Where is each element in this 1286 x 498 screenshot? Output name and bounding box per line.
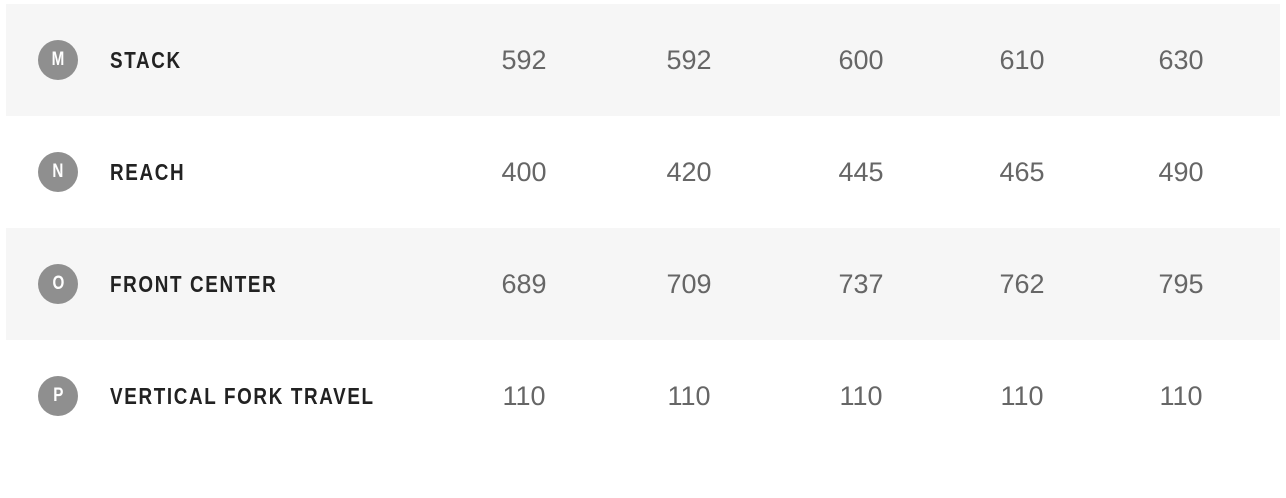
badge-letter: M xyxy=(51,49,65,70)
letter-badge: M xyxy=(38,40,78,80)
badge-letter: O xyxy=(52,273,64,294)
badge-letter: N xyxy=(52,161,64,182)
size-value: 110 xyxy=(1159,381,1203,411)
size-value: 630 xyxy=(1158,45,1204,75)
table-row: O FRONT CENTER 689 709 737 762 795 xyxy=(6,228,1280,340)
row-label: VERTICAL FORK TRAVEL xyxy=(110,383,375,409)
size-value: 610 xyxy=(999,45,1045,75)
size-value: 689 xyxy=(501,269,547,299)
row-label: FRONT CENTER xyxy=(110,271,278,297)
size-value: 795 xyxy=(1158,269,1204,299)
size-value: 110 xyxy=(839,381,883,411)
table-row: N REACH 400 420 445 465 490 xyxy=(6,116,1280,228)
size-value: 592 xyxy=(501,45,547,75)
size-value: 737 xyxy=(838,269,884,299)
size-value: 490 xyxy=(1158,157,1204,187)
table-row: P VERTICAL FORK TRAVEL 110 110 110 110 110 xyxy=(6,340,1280,452)
size-value: 445 xyxy=(838,157,884,187)
letter-badge: O xyxy=(38,264,78,304)
size-value: 592 xyxy=(666,45,712,75)
size-value: 465 xyxy=(999,157,1045,187)
size-value: 110 xyxy=(667,381,711,411)
letter-badge: P xyxy=(38,376,78,416)
table-row: M STACK 592 592 600 610 630 xyxy=(6,4,1280,116)
size-value: 762 xyxy=(999,269,1045,299)
size-value: 600 xyxy=(838,45,884,75)
geometry-table: M STACK 592 592 600 610 630 N REACH 400 420 445 46… xyxy=(6,4,1280,452)
size-value: 709 xyxy=(666,269,712,299)
row-label: REACH xyxy=(110,159,186,185)
letter-badge: N xyxy=(38,152,78,192)
row-label: STACK xyxy=(110,47,182,73)
badge-letter: P xyxy=(52,385,64,406)
size-value: 400 xyxy=(501,157,547,187)
size-value: 110 xyxy=(1000,381,1044,411)
size-value: 110 xyxy=(502,381,546,411)
size-value: 420 xyxy=(666,157,712,187)
